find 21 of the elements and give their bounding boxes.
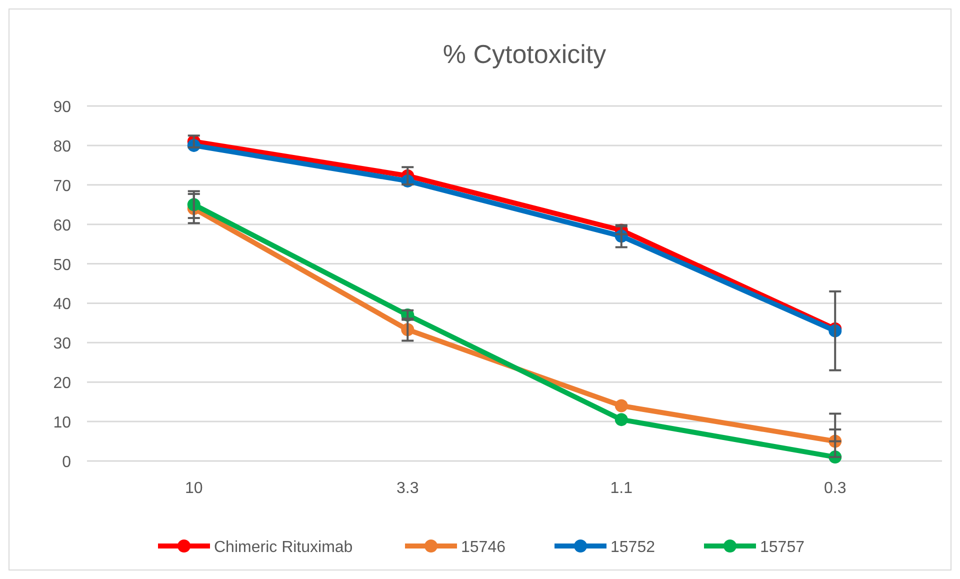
y-tick-label: 70 — [53, 178, 72, 195]
x-tick-label: 10 — [184, 480, 203, 497]
y-tick-label: 20 — [53, 375, 72, 392]
x-tick-label: 3.3 — [396, 480, 419, 497]
point — [614, 413, 628, 426]
x-tick-label: 1.1 — [610, 480, 633, 497]
chart-title: % Cytotoxicity — [442, 39, 606, 69]
legend-label: 15746 — [461, 539, 506, 556]
x-tick-label: 0.3 — [824, 480, 846, 497]
legend-label: Chimeric Rituximab — [214, 539, 353, 556]
point — [614, 399, 628, 412]
y-tick-label: 30 — [53, 336, 72, 353]
legend-label: 15752 — [610, 539, 656, 556]
y-tick-label: 80 — [53, 138, 72, 156]
legend-label: 15757 — [760, 539, 805, 556]
y-tick-label: 50 — [53, 256, 72, 274]
y-tick-label: 90 — [53, 99, 72, 116]
y-tick-label: 60 — [53, 217, 72, 234]
y-tick-label: 40 — [53, 296, 72, 314]
y-tick-label: 0 — [62, 454, 72, 471]
y-tick-label: 10 — [53, 414, 72, 432]
